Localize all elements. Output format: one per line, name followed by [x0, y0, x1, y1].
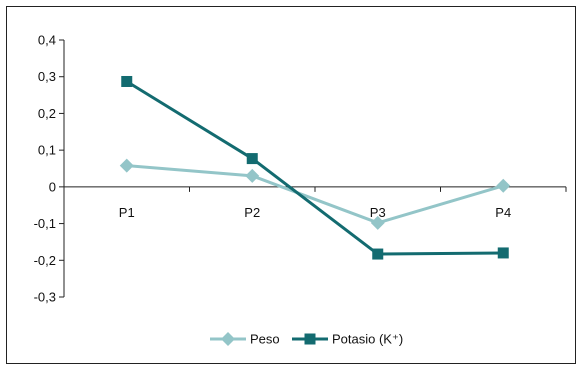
y-tick-label: 0,1	[38, 143, 56, 158]
legend-swatch-marker	[221, 332, 235, 346]
series-line	[126, 164, 504, 225]
legend-swatch-marker	[304, 333, 316, 345]
legend-item: Potasio (K⁺)	[292, 332, 403, 347]
x-tick-label: P3	[370, 205, 386, 220]
legend-label: Peso	[250, 332, 280, 347]
x-tick-label: P4	[495, 205, 511, 220]
series-line	[125, 80, 504, 256]
chart-frame	[6, 6, 576, 364]
data-point	[119, 158, 134, 173]
y-tick-label: -0,3	[34, 290, 56, 305]
x-axis-ticks: P1 P2 P3 P4	[119, 186, 567, 220]
y-tick-label: 0,2	[38, 106, 56, 121]
legend: Peso Potasio (K⁺)	[210, 332, 403, 347]
data-point	[246, 153, 258, 165]
series-group	[119, 75, 511, 260]
series-1	[119, 158, 511, 230]
y-tick-label: -0,2	[34, 253, 56, 268]
data-point	[372, 248, 384, 260]
chart-axes	[63, 40, 566, 297]
legend-item: Peso	[210, 332, 280, 347]
data-point	[496, 178, 511, 193]
data-point	[245, 168, 260, 183]
data-point	[121, 75, 133, 87]
y-axis-ticks: 0,4 0,3 0,2 0,1 0 -0,1 -0,2 -0,3	[34, 33, 64, 305]
y-tick-label: 0	[49, 179, 56, 194]
y-tick-label: 0,3	[38, 69, 56, 84]
y-tick-label: -0,1	[34, 216, 56, 231]
series-2	[121, 75, 509, 260]
legend-label: Potasio (K⁺)	[332, 332, 403, 347]
y-tick-label: 0,4	[38, 33, 56, 48]
x-tick-label: P1	[119, 205, 135, 220]
x-tick-label: P2	[244, 205, 260, 220]
data-point	[497, 247, 509, 259]
data-point	[370, 215, 385, 230]
